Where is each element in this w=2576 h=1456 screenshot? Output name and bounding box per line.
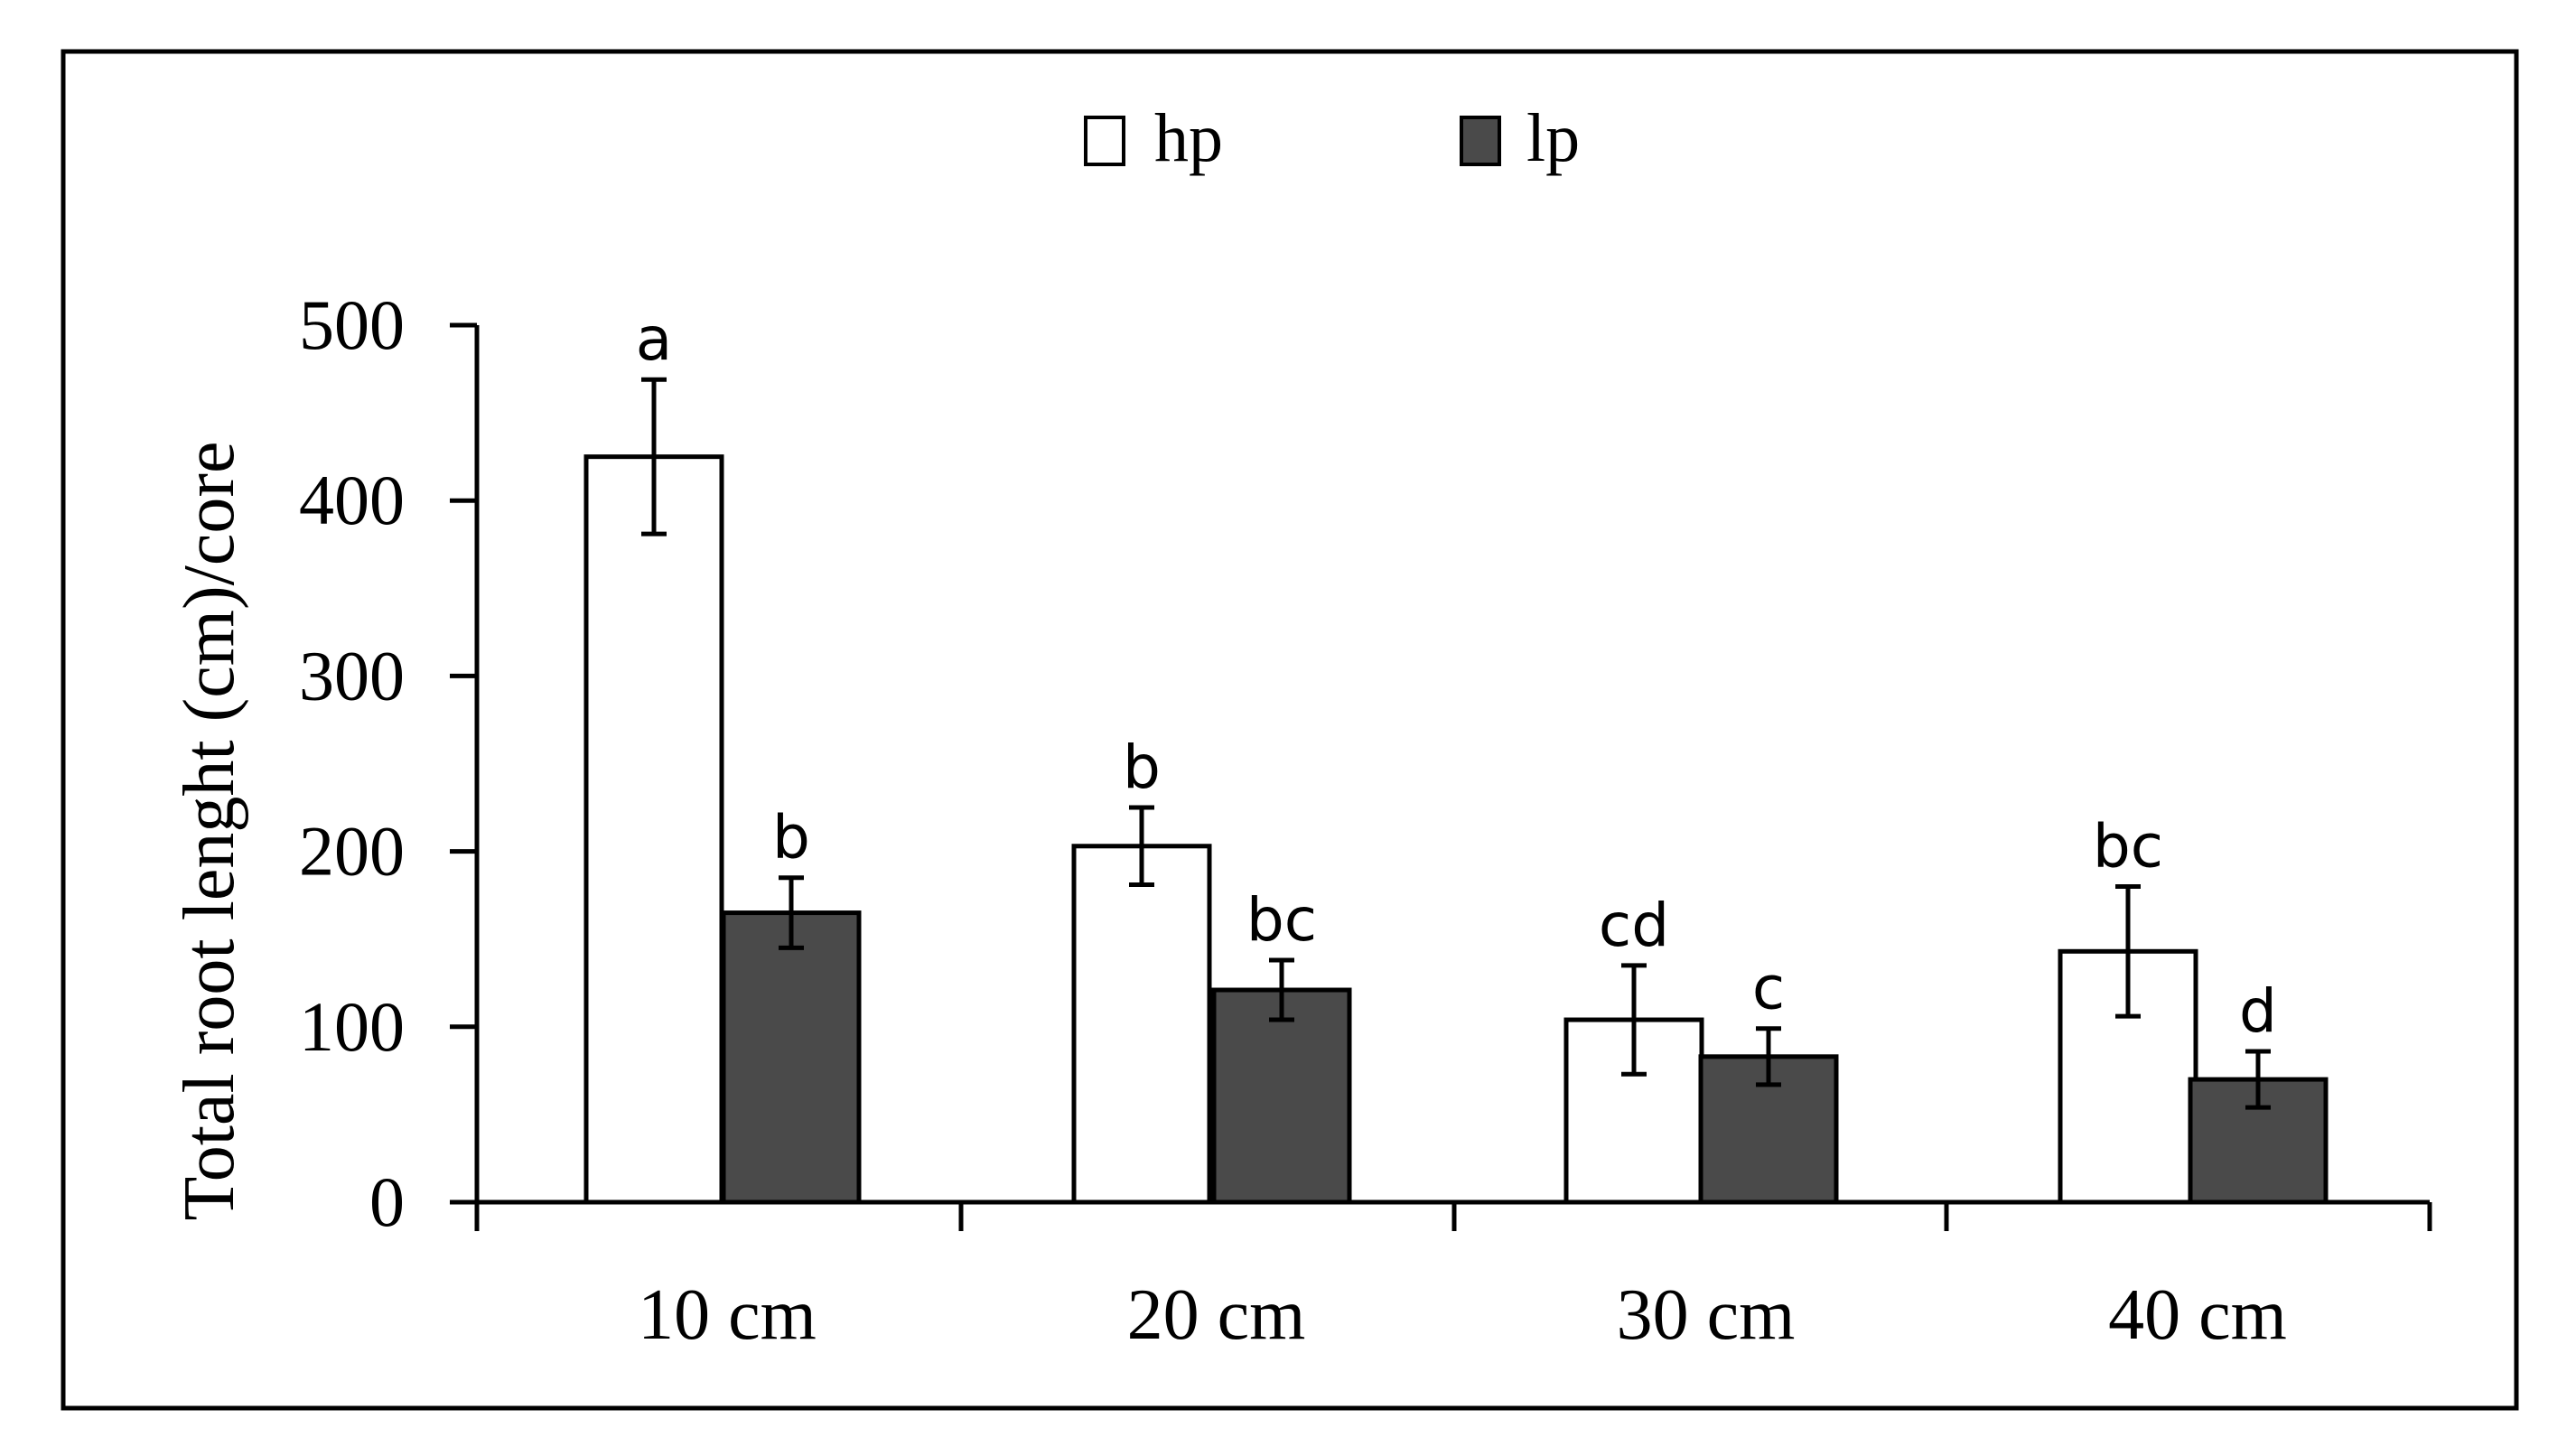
legend: hp lp [1084, 100, 1580, 176]
significance-label: a [636, 304, 672, 374]
significance-label: cd [1599, 891, 1669, 960]
bar-lp [721, 910, 862, 1205]
y-tick-label: 400 [299, 461, 405, 539]
bar-hp [583, 454, 724, 1205]
y-tick-label: 100 [299, 987, 405, 1066]
legend-swatch-lp [1460, 116, 1501, 166]
bar-hp [1071, 844, 1212, 1205]
y-tick-label: 500 [299, 285, 405, 364]
x-tick-label: 10 cm [638, 1275, 817, 1355]
y-tick-label: 300 [299, 636, 405, 714]
x-tick-label: 20 cm [1127, 1275, 1306, 1355]
significance-label: bc [2093, 811, 2163, 881]
significance-label: d [2239, 976, 2277, 1046]
bar-lp [1211, 987, 1352, 1205]
legend-label-lp: lp [1526, 100, 1580, 176]
y-tick-label: 200 [299, 812, 405, 891]
legend-swatch-hp [1084, 116, 1125, 166]
significance-label: b [772, 803, 810, 873]
significance-label: c [1752, 954, 1785, 1023]
significance-label: bc [1246, 885, 1317, 955]
chart-frame [61, 49, 2519, 1411]
y-axis-label: Total root lenght (cm)/core [170, 442, 249, 1221]
x-tick-label: 30 cm [1617, 1275, 1796, 1355]
legend-label-hp: hp [1154, 100, 1223, 176]
x-tick-label: 40 cm [2108, 1275, 2287, 1355]
y-tick-label: 0 [369, 1162, 405, 1241]
significance-label: b [1123, 733, 1161, 802]
